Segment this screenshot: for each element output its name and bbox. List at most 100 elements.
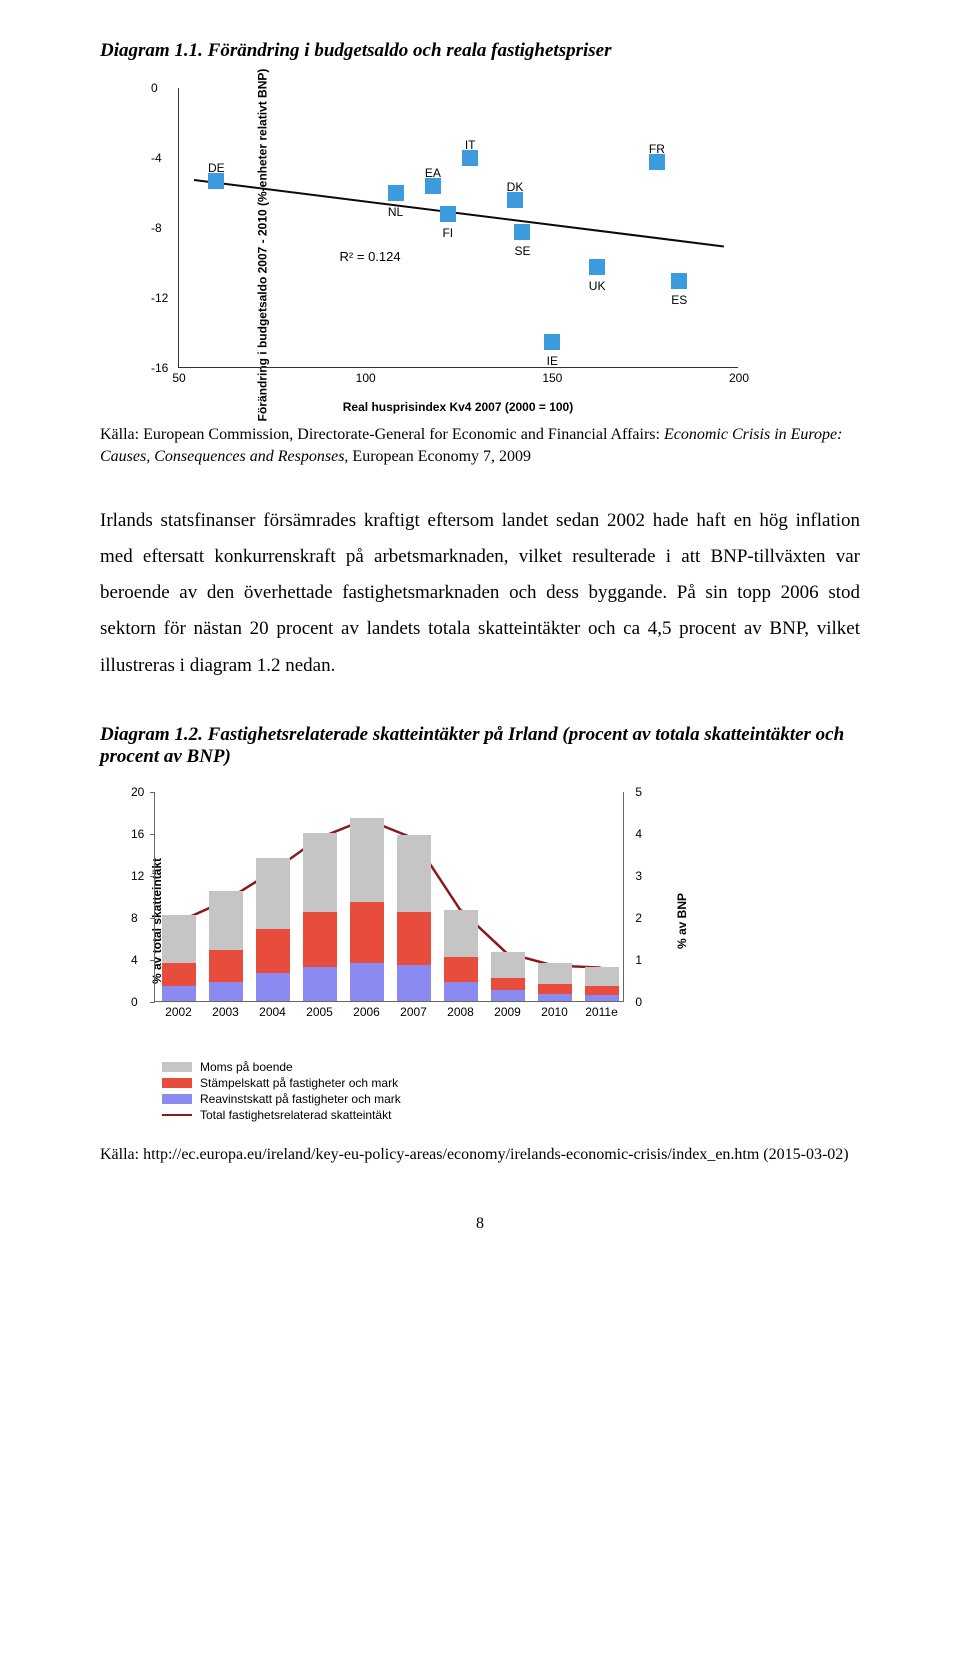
- chart2-bar-2003: [209, 891, 243, 1000]
- chart1-xtick: 50: [172, 371, 185, 385]
- chart1-point-label-SE: SE: [514, 244, 530, 258]
- chart1-point-label-UK: UK: [589, 279, 606, 293]
- scatter-chart-budget-vs-houseprice: Förändring i budgetsaldo 2007 - 2010 (%-…: [100, 80, 760, 410]
- chart2-bar-seg-reavinst: [444, 982, 478, 1001]
- chart2-bar-seg-moms: [397, 835, 431, 913]
- chart2-bar-seg-stampel: [585, 986, 619, 995]
- chart2-bar-seg-moms: [303, 833, 337, 913]
- chart2-bar-seg-stampel: [538, 984, 572, 995]
- chart1-point-label-DK: DK: [507, 180, 524, 194]
- chart2-yltick: 0: [131, 995, 138, 1009]
- chart1-point-label-NL: NL: [388, 205, 403, 219]
- chart2-bar-2008: [444, 910, 478, 1000]
- chart2-yrtick: 3: [635, 869, 642, 883]
- chart2-bar-seg-stampel: [256, 929, 290, 973]
- legend-item-reavinst: Reavinstskatt på fastigheter och mark: [162, 1092, 700, 1106]
- chart2-bar-2010: [538, 963, 572, 1001]
- chart2-bar-seg-stampel: [397, 912, 431, 965]
- chart2-yltick: 4: [131, 953, 138, 967]
- chart2-bar-seg-reavinst: [256, 973, 290, 1000]
- chart2-bar-seg-moms: [538, 963, 572, 984]
- chart1-point-SE: [514, 224, 530, 240]
- chart2-yrtick: 1: [635, 953, 642, 967]
- diagram1-source: Källa: European Commission, Directorate-…: [100, 424, 860, 467]
- chart2-bar-seg-reavinst: [585, 995, 619, 1000]
- chart1-point-DK: [507, 192, 523, 208]
- diagram2-title: Diagram 1.2. Fastighetsrelaterade skatte…: [100, 724, 860, 768]
- chart1-point-UK: [589, 259, 605, 275]
- chart2-bar-seg-stampel: [491, 978, 525, 991]
- chart1-point-label-IE: IE: [547, 354, 558, 368]
- chart2-xtick: 2002: [165, 1005, 192, 1019]
- chart2-yrtick: 5: [635, 785, 642, 799]
- chart2-legend: Moms på boende Stämpelskatt på fastighete…: [162, 1060, 700, 1122]
- chart2-xtick: 2005: [306, 1005, 333, 1019]
- legend-item-stampel: Stämpelskatt på fastigheter och mark: [162, 1076, 700, 1090]
- chart1-ytick: -12: [151, 291, 168, 305]
- chart2-yltick: 8: [131, 911, 138, 925]
- chart1-point-label-IT: IT: [465, 138, 476, 152]
- source1-suffix: , European Economy 7, 2009: [344, 448, 531, 465]
- source1-prefix: Källa: European Commission, Directorate-…: [100, 426, 664, 443]
- chart1-ytick: -16: [151, 361, 168, 375]
- chart2-xtick: 2006: [353, 1005, 380, 1019]
- legend-item-line: Total fastighetsrelaterad skatteintäkt: [162, 1108, 700, 1122]
- legend-label-stampel: Stämpelskatt på fastigheter och mark: [200, 1076, 398, 1090]
- chart1-point-IT: [462, 150, 478, 166]
- chart2-bar-seg-moms: [585, 967, 619, 986]
- chart2-xtick: 2008: [447, 1005, 474, 1019]
- chart2-yrtick: 0: [635, 995, 642, 1009]
- chart1-point-FR: [649, 154, 665, 170]
- chart2-bar-seg-moms: [444, 910, 478, 956]
- chart2-bar-2002: [162, 915, 196, 1001]
- chart1-xtick: 100: [356, 371, 376, 385]
- chart2-bar-2006: [350, 818, 384, 1001]
- chart1-ytick: 0: [151, 81, 158, 95]
- chart1-point-IE: [544, 334, 560, 350]
- chart2-bar-seg-reavinst: [397, 965, 431, 1001]
- diagram1-title: Diagram 1.1. Förändring i budgetsaldo oc…: [100, 40, 860, 62]
- chart1-point-NL: [388, 185, 404, 201]
- legend-label-moms: Moms på boende: [200, 1060, 293, 1074]
- diagram2-source: Källa: http://ec.europa.eu/ireland/key-e…: [100, 1144, 860, 1166]
- chart2-xtick: 2011e: [585, 1005, 617, 1019]
- chart2-plot-area: 0481216200123452002200320042005200620072…: [154, 792, 624, 1002]
- body-paragraph: Irlands statsfinanser försämrades krafti…: [100, 503, 860, 683]
- chart2-yltick: 12: [131, 869, 144, 883]
- chart2-xtick: 2007: [400, 1005, 427, 1019]
- chart2-bar-2007: [397, 835, 431, 1001]
- chart1-point-FI: [440, 206, 456, 222]
- chart1-point-label-FR: FR: [649, 142, 665, 156]
- chart2-xtick: 2004: [259, 1005, 286, 1019]
- legend-label-line: Total fastighetsrelaterad skatteintäkt: [200, 1108, 391, 1122]
- chart2-bar-seg-moms: [209, 891, 243, 950]
- page-number: 8: [100, 1215, 860, 1233]
- chart2-bar-seg-stampel: [209, 950, 243, 982]
- chart1-xtick: 200: [729, 371, 749, 385]
- chart1-x-axis-label: Real husprisindex Kv4 2007 (2000 = 100): [178, 400, 738, 414]
- chart1-ytick: -8: [151, 221, 162, 235]
- legend-swatch-line: [162, 1114, 192, 1116]
- chart1-r2-label: R² = 0.124: [340, 249, 401, 264]
- chart2-bar-seg-reavinst: [350, 963, 384, 1001]
- chart2-bar-seg-stampel: [162, 963, 196, 986]
- chart2-yrtick: 2: [635, 911, 642, 925]
- chart2-y-right-label: % av BNP: [675, 893, 689, 949]
- legend-swatch-moms: [162, 1062, 192, 1072]
- legend-swatch-reavinst: [162, 1094, 192, 1104]
- chart2-bar-seg-moms: [162, 915, 196, 963]
- chart2-yrtick: 4: [635, 827, 642, 841]
- chart2-bar-seg-reavinst: [209, 982, 243, 1001]
- chart2-yltick: 16: [131, 827, 144, 841]
- chart2-bar-seg-stampel: [444, 957, 478, 982]
- chart1-plot-area: 0-4-8-12-1650100150200DENLEAFIITDKSEUKFR…: [178, 88, 738, 368]
- chart2-bar-seg-moms: [256, 858, 290, 929]
- chart2-bar-seg-reavinst: [491, 990, 525, 1001]
- legend-swatch-stampel: [162, 1078, 192, 1088]
- chart2-bar-2009: [491, 952, 525, 1000]
- chart2-bar-seg-reavinst: [538, 994, 572, 1000]
- chart1-point-label-ES: ES: [671, 293, 687, 307]
- chart1-point-label-EA: EA: [425, 166, 441, 180]
- chart1-point-ES: [671, 273, 687, 289]
- chart1-trendline: [194, 179, 724, 247]
